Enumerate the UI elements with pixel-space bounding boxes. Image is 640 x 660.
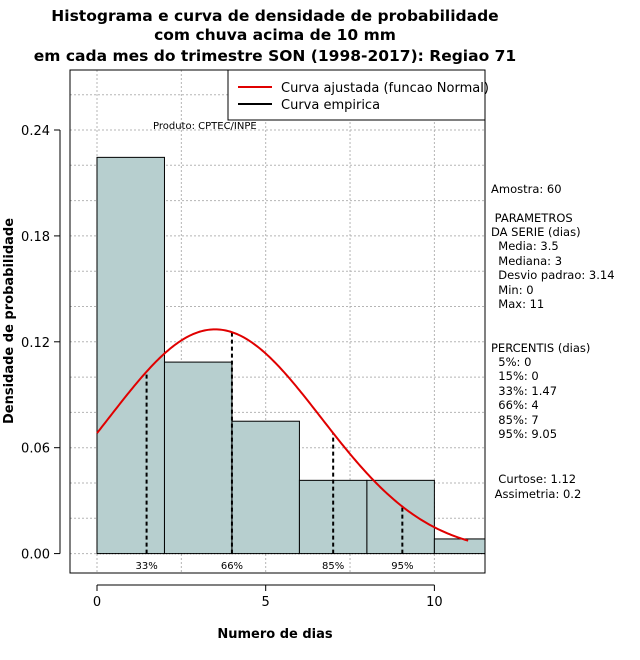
params-title-2: DA SERIE (dias) bbox=[491, 225, 581, 239]
histogram-bar-5 bbox=[433, 538, 486, 555]
stat-media: Media: 3.5 bbox=[491, 239, 559, 253]
y-tick-label-2: 0.12 bbox=[21, 336, 50, 351]
histogram-bars bbox=[96, 156, 486, 555]
percentil-95: 95%: 9.05 bbox=[491, 427, 558, 441]
product-label: Produto: CPTEC/INPE bbox=[153, 121, 257, 132]
params-title-1: PARAMETROS bbox=[491, 211, 573, 225]
chart-title-line-2: com chuva acima de 10 mm bbox=[154, 26, 396, 44]
percentil-15: 15%: 0 bbox=[491, 369, 539, 383]
legend-fitted-label: Curva ajustada (funcao Normal) bbox=[281, 81, 489, 96]
chart-title-line-1: Histograma e curva de densidade de proba… bbox=[51, 7, 498, 25]
x-tick-label-1: 5 bbox=[262, 595, 270, 610]
percentile-lines: 33% 66% 85% 95% bbox=[135, 332, 413, 572]
stat-mediana: Mediana: 3 bbox=[491, 254, 563, 268]
axes: 0 5 10 0.00 0.06 0.12 0.18 0.24 bbox=[21, 124, 443, 610]
percentil-5: 5%: 0 bbox=[491, 355, 532, 369]
x-tick-label-2: 10 bbox=[426, 595, 443, 610]
percentis-title: PERCENTIS (dias) bbox=[491, 341, 591, 355]
histogram-bar-2 bbox=[231, 420, 300, 555]
histogram-bar-0 bbox=[96, 156, 165, 555]
stat-max: Max: 11 bbox=[491, 297, 545, 311]
percentile-label-0: 33% bbox=[135, 561, 157, 572]
chart-title-line-3: em cada mes do trimestre SON (1998-2017)… bbox=[34, 47, 516, 65]
percentil-66: 66%: 4 bbox=[491, 398, 539, 412]
fitted-normal-curve bbox=[96, 328, 469, 542]
y-tick-label-4: 0.24 bbox=[21, 124, 50, 139]
stat-desvio: Desvio padrao: 3.14 bbox=[491, 268, 615, 282]
y-tick-label-1: 0.06 bbox=[21, 442, 50, 457]
stat-min: Min: 0 bbox=[491, 283, 534, 297]
stat-curtose: Curtose: 1.12 bbox=[491, 472, 577, 486]
percentil-33: 33%: 1.47 bbox=[491, 384, 558, 398]
histogram-bar-1 bbox=[163, 361, 233, 555]
x-tick-label-0: 0 bbox=[93, 595, 101, 610]
legend-box bbox=[227, 69, 486, 121]
histogram-bar-4 bbox=[366, 479, 435, 555]
legend-empirical-label: Curva empirica bbox=[281, 98, 380, 113]
percentile-label-3: 95% bbox=[391, 561, 413, 572]
legend: Curva ajustada (funcao Normal) Curva emp… bbox=[227, 69, 489, 121]
percentil-85: 85%: 7 bbox=[491, 413, 539, 427]
percentile-label-2: 85% bbox=[322, 561, 344, 572]
percentile-label-1: 66% bbox=[221, 561, 243, 572]
y-tick-label-0: 0.00 bbox=[21, 548, 50, 563]
y-tick-label-3: 0.18 bbox=[21, 230, 50, 245]
y-axis-label: Densidade de probabilidade bbox=[2, 218, 17, 424]
sample-size: Amostra: 60 bbox=[491, 182, 562, 196]
x-axis-label: Numero de dias bbox=[217, 627, 333, 642]
stat-assimetria: Assimetria: 0.2 bbox=[491, 487, 582, 501]
